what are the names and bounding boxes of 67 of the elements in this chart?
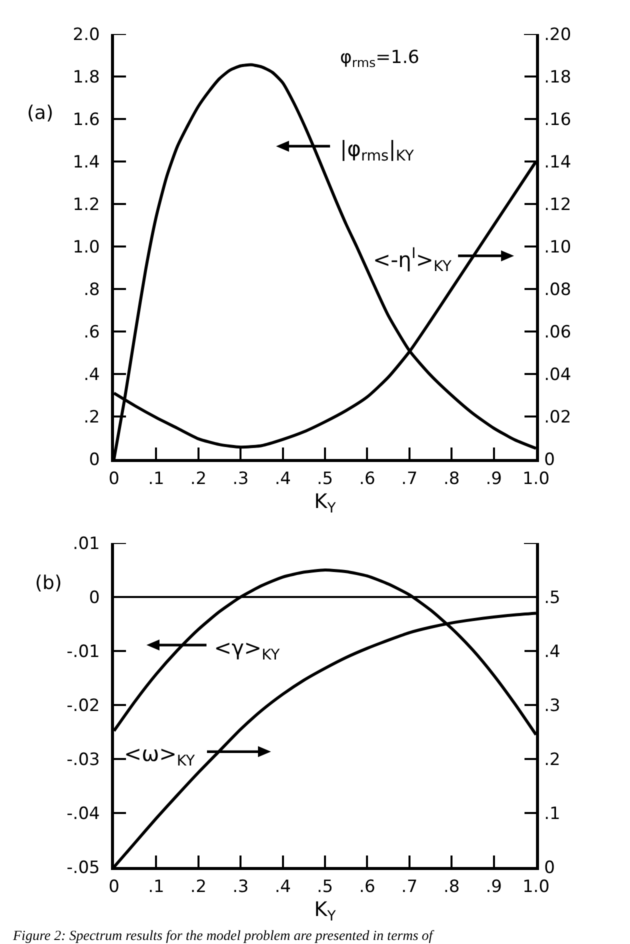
x-tick-label: .2 — [190, 469, 207, 490]
x-tick-label: .2 — [190, 877, 207, 898]
caption: Figure 2: Spectrum results for the model problem are presented in terms of — [12, 929, 435, 944]
y-tick-label: .8 — [84, 280, 100, 300]
x-axis-title: K$_{Y}$ — [314, 897, 336, 924]
x-tick-label: 1.0 — [522, 469, 550, 490]
y-tick-label: 1.2 — [72, 194, 100, 215]
x-tick-label: .4 — [274, 877, 291, 898]
y-tick-label: .6 — [84, 322, 100, 342]
x-tick-label: .9 — [486, 877, 502, 898]
y2-tick-label: .18 — [544, 67, 572, 88]
x-tick-label: .9 — [486, 469, 502, 490]
y-tick-label: -.02 — [66, 696, 100, 716]
x-tick-label: .3 — [232, 469, 249, 490]
y2-tick-label: .14 — [544, 152, 572, 172]
y-tick-label: -.04 — [66, 804, 100, 824]
x-tick-label: .6 — [359, 469, 376, 490]
y2-tick-label: .12 — [544, 194, 572, 215]
y-tick-label: -.03 — [66, 750, 100, 770]
annotation: φ$_{rms}$=1.6 — [340, 47, 420, 70]
y2-tick-label: .08 — [544, 280, 572, 300]
y2-tick-label: .2 — [544, 750, 560, 770]
text: (b) — [35, 572, 62, 594]
x-tick-label: .7 — [401, 877, 418, 898]
x-axis-title: K$_{Y}$ — [314, 489, 336, 516]
x-tick-label: .7 — [401, 469, 418, 490]
y2-tick-label: .20 — [544, 24, 572, 45]
x-tick-label: 0 — [108, 877, 120, 898]
y2-tick-label: 0 — [544, 858, 555, 878]
y2-tick-label: .3 — [544, 696, 560, 716]
x-tick-label: .8 — [443, 469, 460, 490]
series-label: <ω>$_{KY}$ — [124, 742, 195, 770]
y-tick-label: 1.6 — [72, 110, 100, 130]
x-tick-label: .6 — [359, 877, 376, 898]
y-tick-label: .2 — [84, 407, 100, 428]
y-tick-label: 1.8 — [72, 67, 100, 88]
y2-tick-label: .16 — [544, 110, 572, 130]
x-tick-label: 0 — [108, 469, 120, 490]
y-tick-label: .01 — [72, 534, 100, 554]
x-tick-label: .1 — [148, 469, 164, 490]
y2-tick-label: .10 — [544, 237, 572, 258]
x-tick-label: .8 — [443, 877, 460, 898]
y-tick-label: 0 — [89, 450, 100, 470]
y2-tick-label: .02 — [544, 407, 572, 428]
series-label: |φ$_{rms}$|$_{KY}$ — [340, 137, 414, 164]
x-tick-label: .3 — [232, 877, 249, 898]
x-tick-label: 1.0 — [522, 877, 550, 898]
x-tick-label: .5 — [316, 469, 334, 490]
y2-tick-label: .5 — [544, 588, 560, 608]
y-tick-label: 0 — [89, 588, 100, 608]
y-tick-label: 2.0 — [72, 24, 100, 45]
x-tick-label: .1 — [148, 877, 164, 898]
series-label: <-η$^{I}$>$_{KY}$ — [373, 245, 452, 276]
x-tick-label: .5 — [316, 877, 334, 898]
y2-tick-label: .04 — [544, 364, 572, 385]
y-tick-label: 1.0 — [72, 237, 100, 258]
series-label: <γ>$_{KY}$ — [214, 636, 280, 664]
y2-tick-label: 0 — [544, 450, 555, 470]
y2-tick-label: .06 — [544, 322, 572, 342]
x-tick-label: .4 — [274, 469, 291, 490]
y-tick-label: .4 — [84, 364, 100, 385]
text: (a) — [27, 102, 54, 124]
y-tick-label: 1.4 — [72, 152, 100, 172]
y-tick-label: -.01 — [66, 642, 100, 662]
y2-tick-label: .1 — [544, 804, 560, 824]
y2-tick-label: .4 — [544, 642, 560, 662]
y-tick-label: -.05 — [66, 858, 100, 878]
